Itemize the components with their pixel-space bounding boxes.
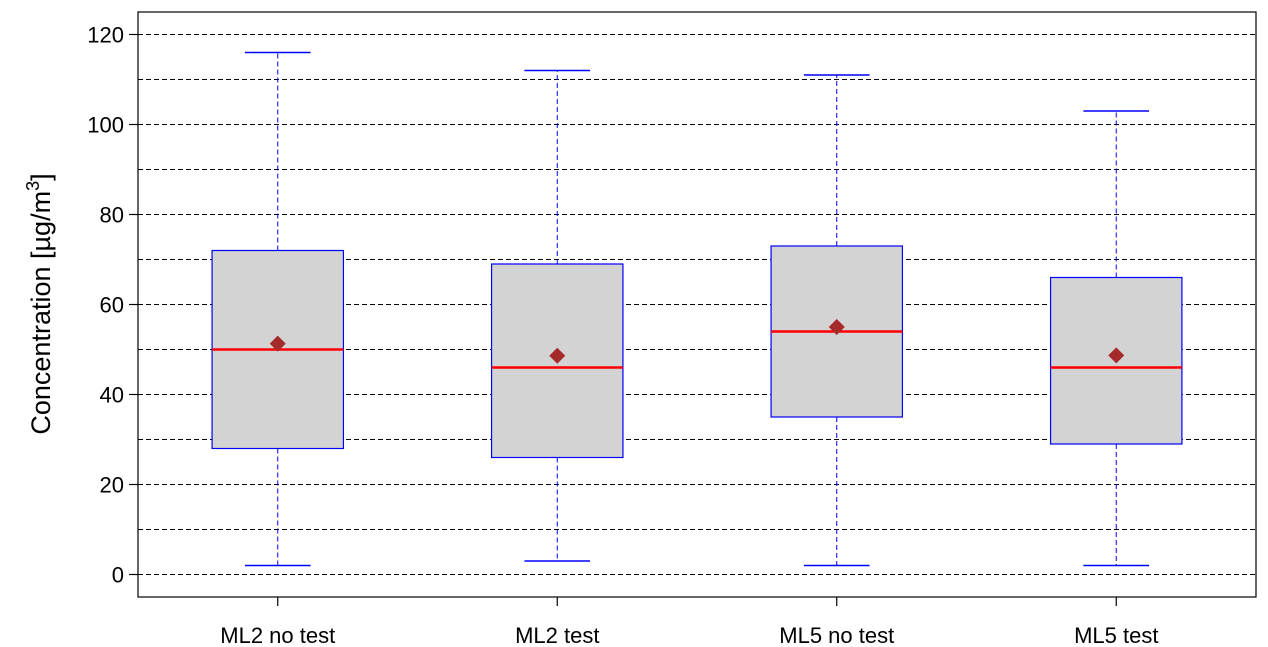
y-axis-title: Concentration [µg/m3] [23, 173, 56, 434]
y-tick-label: 60 [100, 293, 124, 318]
y-tick-label: 40 [100, 383, 124, 408]
box-group [770, 74, 904, 567]
y-tick-label: 20 [100, 473, 124, 498]
mean-marker [269, 335, 286, 352]
y-axis: 0 20 40 60 80 100 120 [87, 23, 138, 588]
mean-marker [549, 347, 566, 364]
mean-marker [1108, 347, 1125, 364]
x-tick-label: ML5 no test [779, 623, 894, 647]
box-group [211, 51, 345, 567]
x-tick-label: ML2 no test [220, 623, 335, 647]
box-group [490, 69, 624, 562]
boxes [211, 51, 1183, 567]
box-group [1049, 110, 1183, 567]
x-axis: ML2 no test ML2 test ML5 no test ML5 test [220, 597, 1158, 647]
x-tick-label: ML5 test [1074, 623, 1158, 647]
y-tick-label: 120 [87, 23, 124, 48]
y-tick-label: 80 [100, 203, 124, 228]
x-tick-label: ML2 test [515, 623, 599, 647]
y-tick-label: 100 [87, 113, 124, 138]
mean-marker [828, 319, 845, 335]
y-tick-label: 0 [112, 563, 124, 588]
